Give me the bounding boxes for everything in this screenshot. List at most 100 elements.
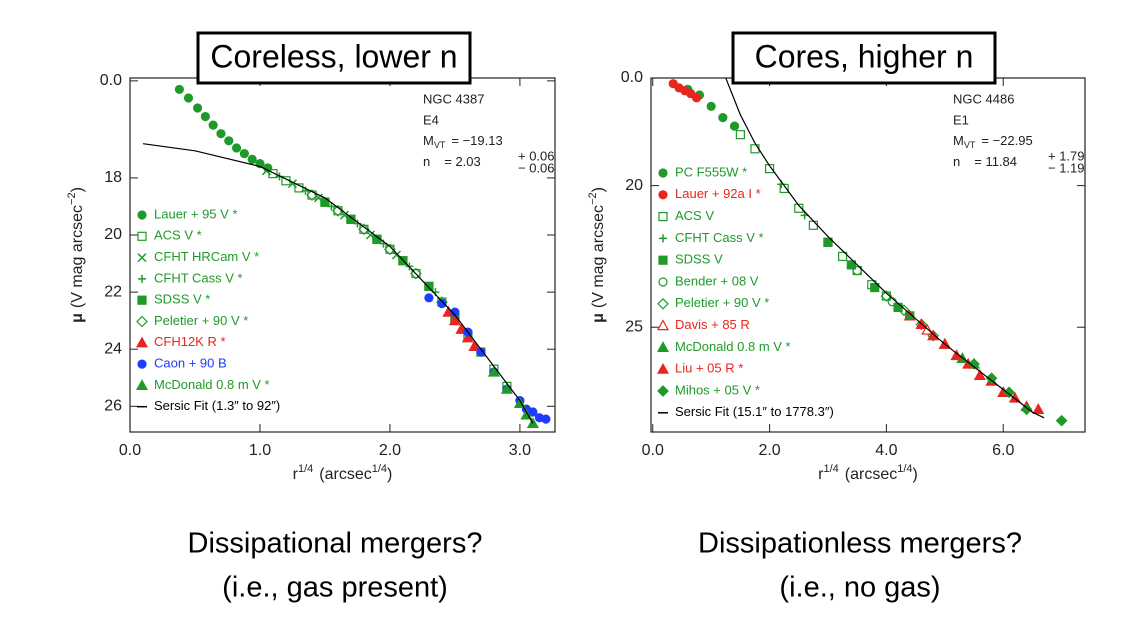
- data-point: [411, 268, 421, 279]
- info-part: n: [953, 154, 960, 169]
- data-point: [385, 244, 395, 254]
- data-point: [224, 136, 234, 146]
- info-class: E1: [953, 112, 969, 127]
- y-tick-label: 18: [104, 169, 122, 186]
- data-point: [137, 295, 147, 305]
- info-part: M: [423, 133, 434, 148]
- legend-label: PC F555W *: [675, 164, 747, 179]
- x-tick-label: 0.0: [119, 442, 141, 459]
- data-point: [898, 304, 910, 317]
- data-point: [794, 203, 804, 213]
- data-point: [384, 243, 396, 256]
- data-point: [973, 369, 986, 380]
- y-axis-title: μ (V mag arcsec−2): [587, 187, 607, 323]
- chart-title: Coreless, lower n: [210, 38, 457, 74]
- data-point: [657, 297, 669, 310]
- legend-label: Peletier + 90 V *: [154, 313, 248, 328]
- info-sub: VT: [964, 140, 976, 150]
- legend-label: ACS V *: [154, 228, 202, 243]
- data-point: [968, 358, 980, 370]
- legend-label: Lauer + 95 V *: [154, 206, 237, 221]
- fit-line: [725, 78, 1045, 419]
- y-axis-title-part: ): [590, 187, 607, 192]
- data-point: [921, 323, 934, 335]
- data-point: [837, 251, 848, 262]
- data-point: [750, 144, 760, 154]
- title-box: [196, 31, 472, 85]
- caption: (i.e., gas present): [222, 572, 448, 604]
- data-point: [846, 260, 856, 270]
- x-axis-title-part: (arcsec: [319, 466, 371, 483]
- x-axis-title-part: ): [913, 466, 918, 483]
- y-axis-title-part: (V mag arcsec: [69, 205, 86, 308]
- legend-label: CFH12K R *: [154, 334, 226, 349]
- data-point: [656, 319, 670, 331]
- y-tick-label: 26: [104, 398, 122, 415]
- y-tick-label: 0.0: [621, 69, 643, 86]
- data-point: [231, 143, 242, 153]
- x-tick-label: 3.0: [509, 442, 531, 459]
- x-tick-label: 1.0: [249, 442, 271, 459]
- data-point: [658, 255, 668, 265]
- data-point: [500, 382, 513, 394]
- y-axis-title-part: (V mag arcsec: [590, 205, 607, 308]
- data-point: [985, 372, 998, 385]
- info-galaxy: NGC 4387: [423, 91, 484, 106]
- data-point: [729, 121, 740, 131]
- legend-label: Sersic Fit (1.3″ to 92″): [154, 398, 280, 413]
- y-axis-title: μ (V mag arcsec−2): [66, 187, 86, 323]
- data-point: [136, 315, 148, 328]
- legend-label: CFHT Cass V *: [154, 270, 243, 285]
- y-tick-label: 22: [104, 283, 122, 300]
- info-magnitude: MVT = −22.95: [953, 133, 1033, 150]
- data-point: [137, 210, 147, 220]
- data-point: [239, 149, 249, 159]
- data-point: [852, 265, 862, 276]
- x-axis-title-part: r: [293, 466, 299, 483]
- data-point: [208, 120, 218, 130]
- data-point: [410, 267, 422, 280]
- x-tick-label: 6.0: [992, 442, 1014, 459]
- plot-area: [668, 78, 1068, 427]
- y-tick-label: 20: [104, 226, 122, 243]
- data-point: [424, 293, 434, 303]
- data-point: [461, 331, 474, 343]
- x-tick-label: 2.0: [379, 442, 401, 459]
- x-axis-title-sup: 1/4: [372, 463, 387, 475]
- legend-label: ACS V: [675, 208, 714, 223]
- data-point: [358, 223, 370, 236]
- legend-label: McDonald 0.8 m V *: [675, 339, 791, 354]
- data-point: [823, 237, 833, 247]
- data-point: [718, 113, 728, 123]
- x-axis-title-part: ): [387, 466, 392, 483]
- data-point: [1003, 386, 1015, 399]
- caption: (i.e., no gas): [779, 572, 940, 604]
- legend-label: Sersic Fit (15.1″ to 1778.3″): [675, 404, 834, 419]
- info-plus: + 0.06: [518, 148, 555, 163]
- legend-label: CFHT Cass V *: [675, 230, 764, 245]
- info-index: n = 2.03: [423, 154, 481, 169]
- data-point: [659, 234, 667, 243]
- x-tick-label: 2.0: [758, 442, 780, 459]
- data-point: [192, 103, 203, 113]
- data-point: [200, 111, 210, 122]
- data-point: [764, 164, 775, 174]
- legend-label: Peletier + 90 V *: [675, 295, 769, 310]
- info-part: = −22.95: [981, 133, 1032, 148]
- data-point: [735, 130, 745, 140]
- title-box: [731, 31, 997, 85]
- data-point: [216, 129, 226, 139]
- data-point: [437, 298, 447, 309]
- data-point: [468, 340, 481, 351]
- info-part: = −19.13: [451, 133, 502, 148]
- data-point: [137, 231, 147, 241]
- y-tick-label: 24: [104, 340, 122, 357]
- caption: Dissipationless mergers?: [698, 528, 1022, 560]
- x-tick-label: 0.0: [642, 442, 664, 459]
- data-point: [541, 414, 551, 424]
- legend-label: Bender + 08 V: [675, 273, 759, 288]
- data-point: [656, 341, 670, 352]
